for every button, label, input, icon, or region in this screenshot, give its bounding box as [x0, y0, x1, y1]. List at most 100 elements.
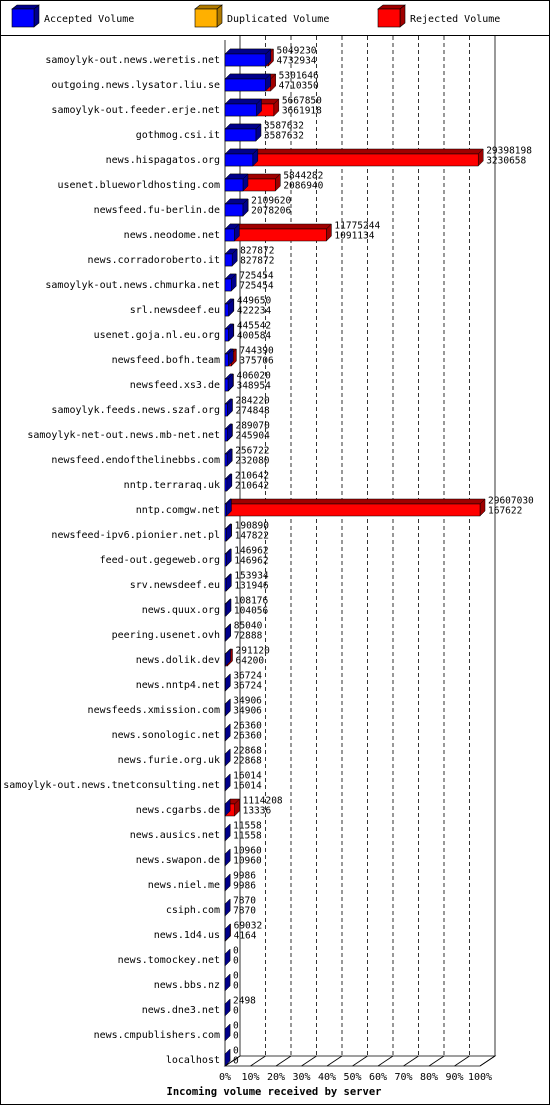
value-label: 11558: [233, 831, 262, 842]
y-tick-label: samoylyk-net-out.news.mb-net.net: [27, 430, 220, 441]
bar-side: [224, 948, 231, 967]
y-tick-label: samoylyk-out.news.tnetconsulting.net: [3, 780, 220, 791]
y-tick-label: news.quux.org: [142, 605, 220, 616]
value-label: 10960: [233, 846, 262, 857]
y-tick-label: samoylyk.feeds.news.szaf.org: [51, 405, 220, 416]
bar-top: [224, 73, 272, 80]
bar: [224, 153, 254, 167]
value-label: 245904: [235, 431, 270, 442]
tick-mark: [275, 1055, 292, 1067]
y-tick-label: samoylyk-out.feeder.erje.net: [51, 105, 220, 116]
value-label: 2086940: [283, 181, 323, 192]
bar: [224, 228, 235, 242]
value-label: 190890: [235, 521, 270, 532]
bar: [224, 303, 229, 317]
value-label: 5301646: [279, 71, 319, 82]
chart-title: Incoming volume received by server: [167, 1086, 382, 1098]
y-tick-label: peering.usenet.ovh: [112, 630, 220, 641]
value-label: 400584: [237, 331, 272, 342]
value-label: 108176: [234, 596, 269, 607]
legend-label: Rejected Volume: [410, 14, 500, 25]
value-label: 449650: [237, 296, 272, 307]
bar: [224, 428, 228, 442]
legend-label: Accepted Volume: [44, 14, 134, 25]
legend-swatch: [377, 8, 401, 28]
value-label: 0: [233, 1056, 239, 1067]
bar-top: [224, 48, 272, 55]
y-tick-label: news.corradoroberto.it: [88, 255, 220, 266]
tick-mark: [454, 1055, 470, 1067]
x-tick-label: 0%: [219, 1072, 231, 1083]
legend-swatch: [11, 8, 35, 28]
bar: [224, 328, 229, 342]
y-tick-label: news.niel.me: [148, 880, 220, 891]
value-label: 1114208: [243, 796, 283, 807]
y-tick-label: newsfeed.bofh.team: [112, 355, 220, 366]
y-tick-label: news.cgarbs.de: [136, 805, 220, 816]
bar: [224, 103, 257, 117]
value-label: 827872: [240, 246, 274, 257]
value-label: 3661918: [282, 106, 322, 117]
bar: [224, 228, 327, 242]
tick-mark: [403, 1055, 419, 1067]
value-label: 0: [233, 1006, 239, 1017]
value-label: 1091134: [334, 231, 374, 242]
bar: [224, 503, 227, 517]
bar: [224, 653, 226, 667]
y-tick-label: csiph.com: [166, 905, 220, 916]
bar: [224, 128, 257, 142]
bar: [224, 528, 227, 542]
bar: [224, 203, 244, 217]
value-label: 4710350: [279, 81, 319, 92]
y-tick-label: usenet.blueworldhosting.com: [57, 180, 220, 191]
value-label: 64200: [236, 656, 265, 667]
bar-side: [224, 1048, 231, 1067]
value-label: 153934: [234, 571, 269, 582]
bar: [224, 178, 244, 192]
value-label: 0: [233, 981, 239, 992]
value-label: 3587632: [264, 131, 304, 142]
bar: [224, 453, 228, 467]
value-label: 9986: [233, 871, 256, 882]
bar-top: [224, 123, 262, 130]
y-tick-label: feed-out.gegeweb.org: [100, 555, 220, 566]
value-label: 210642: [235, 471, 269, 482]
value-label: 725454: [239, 271, 274, 282]
bar: [224, 628, 226, 642]
x-tick-label: 80%: [420, 1072, 438, 1083]
bar: [224, 153, 479, 167]
bar: [224, 403, 228, 417]
bar-side: [224, 973, 231, 992]
value-label: 72888: [234, 631, 263, 642]
y-tick-label: newsfeed.fu-berlin.de: [94, 205, 220, 216]
bar: [224, 278, 232, 292]
bar: [224, 553, 227, 567]
y-tick-label: news.nntp4.net: [136, 680, 220, 691]
value-label: 29607030: [488, 496, 534, 507]
value-label: 5844282: [283, 171, 323, 182]
value-label: 16014: [233, 781, 262, 792]
y-tick-label: newsfeeds.xmission.com: [88, 705, 220, 716]
y-tick-label: news.1d4.us: [154, 930, 220, 941]
x-tick-label: 100%: [468, 1072, 492, 1083]
value-label: 0: [233, 1046, 239, 1057]
value-label: 22868: [233, 746, 262, 757]
value-label: 232080: [235, 456, 270, 467]
y-tick-label: srv.newsdeef.eu: [130, 580, 220, 591]
value-label: 4164: [234, 931, 257, 942]
y-tick-label: nntp.comgw.net: [136, 505, 220, 516]
value-label: 85040: [234, 621, 263, 632]
value-label: 34906: [233, 696, 262, 707]
bar-top: [224, 498, 486, 505]
value-label: 7870: [233, 906, 256, 917]
y-tick-label: news.hispagatos.org: [106, 155, 220, 166]
value-label: 422234: [237, 306, 272, 317]
value-label: 4732934: [276, 56, 316, 67]
x-tick-label: 30%: [292, 1072, 310, 1083]
bar: [224, 578, 227, 592]
value-label: 445542: [237, 321, 271, 332]
y-tick-label: samoylyk-out.news.chmurka.net: [45, 280, 220, 291]
value-label: 0: [233, 971, 239, 982]
value-label: 2078206: [251, 206, 291, 217]
x-tick-label: 70%: [394, 1072, 412, 1083]
